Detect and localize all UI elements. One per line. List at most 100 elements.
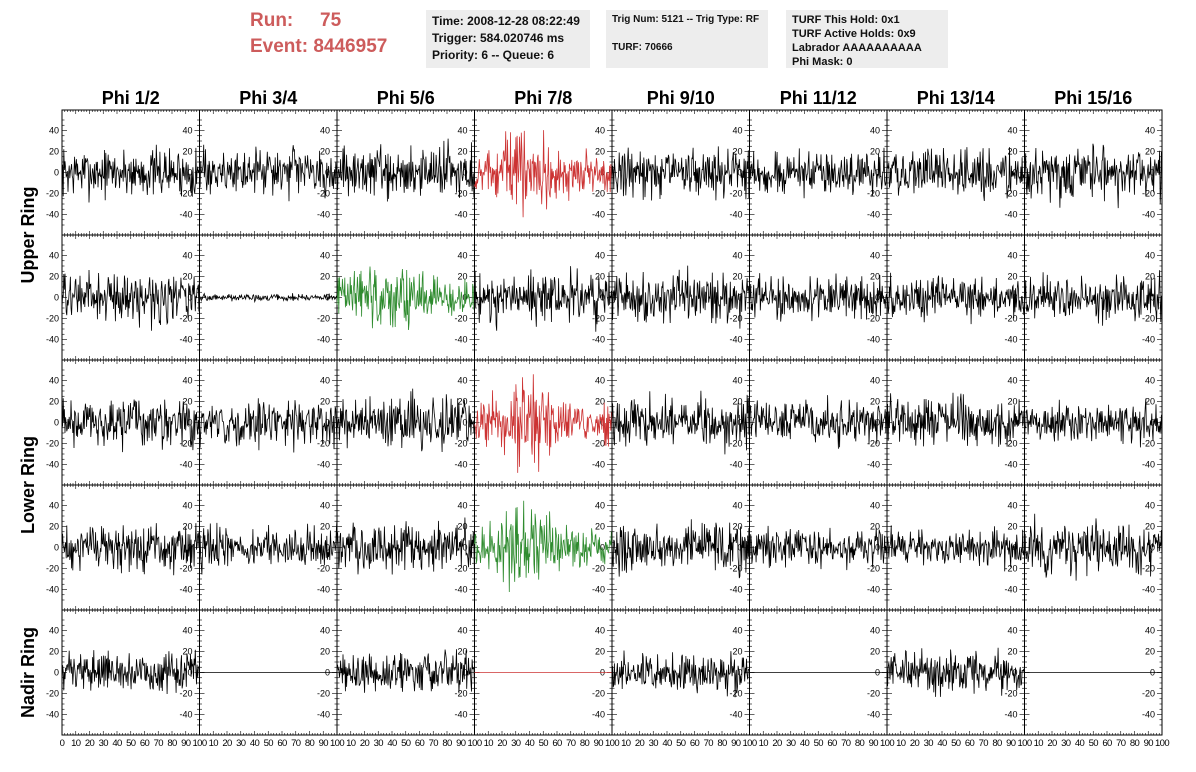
y-tick-label-right: -40 — [1004, 210, 1017, 220]
run-value: 75 — [320, 10, 342, 31]
y-tick-label-right: 40 — [457, 376, 467, 386]
y-tick-label-right: 40 — [870, 126, 880, 136]
y-tick-label-right: -20 — [1142, 439, 1155, 449]
y-tick-label-left: -40 — [46, 335, 59, 345]
y-tick-label-right: 20 — [1007, 147, 1017, 157]
y-tick-label-right: 40 — [732, 376, 742, 386]
labrador-text: Labrador AAAAAAAAAA — [792, 42, 922, 54]
y-tick-label-right: 40 — [732, 251, 742, 261]
y-tick-label-right: -20 — [729, 439, 742, 449]
turf-text: TURF: 70666 — [612, 42, 673, 53]
y-tick-label-right: 40 — [870, 376, 880, 386]
y-tick-label-right: -40 — [1004, 335, 1017, 345]
waveform-trace-2-6 — [749, 273, 888, 322]
y-tick-label-right: 40 — [182, 376, 192, 386]
y-tick-label-left: 20 — [49, 522, 59, 532]
y-tick-label-right: -20 — [317, 189, 330, 199]
waveform-trace-2-5 — [611, 265, 750, 329]
y-tick-label-left: 0 — [54, 418, 59, 428]
y-tick-label-right: 40 — [595, 501, 605, 511]
y-tick-label-right: 20 — [320, 147, 330, 157]
y-tick-label-right: -20 — [317, 314, 330, 324]
y-tick-label-right: 20 — [870, 397, 880, 407]
y-tick-label-left: 0 — [54, 293, 59, 303]
y-tick-label-right: 20 — [732, 397, 742, 407]
y-tick-label-right: -40 — [592, 585, 605, 595]
ring-label-1: Upper Ring — [18, 187, 38, 284]
y-tick-label-right: 40 — [1145, 376, 1155, 386]
y-tick-label-right: -40 — [317, 585, 330, 595]
y-tick-label-right: 20 — [870, 272, 880, 282]
y-tick-label-right: 20 — [595, 397, 605, 407]
y-tick-label-right: -20 — [867, 314, 880, 324]
y-tick-label-right: -20 — [1004, 564, 1017, 574]
y-tick-label-right: 20 — [870, 147, 880, 157]
y-tick-label-right: -40 — [729, 585, 742, 595]
run-label: Run: — [250, 10, 294, 31]
waveform-trace-3-5 — [611, 390, 750, 455]
y-tick-label-right: -40 — [1142, 210, 1155, 220]
y-tick-label-right: -40 — [729, 460, 742, 470]
turf-info-box: TURF This Hold: 0x1 TURF Active Holds: 0… — [786, 10, 948, 68]
y-tick-label-right: -20 — [729, 564, 742, 574]
y-tick-label-right: -20 — [317, 564, 330, 574]
y-tick-label-right: 20 — [1145, 147, 1155, 157]
y-tick-label-right: 40 — [1145, 126, 1155, 136]
ring-label-3: Nadir Ring — [18, 627, 38, 718]
y-tick-label-right: -40 — [317, 335, 330, 345]
y-tick-label-right: -20 — [1004, 439, 1017, 449]
column-header-2: Phi 3/4 — [239, 88, 297, 108]
y-tick-label-right: 40 — [595, 251, 605, 261]
y-tick-label-right: -40 — [317, 460, 330, 470]
y-tick-label-right: -40 — [592, 210, 605, 220]
turf-this-hold-text: TURF This Hold: 0x1 — [792, 14, 900, 26]
y-tick-label-left: 40 — [49, 501, 59, 511]
y-tick-label-right: 0 — [462, 543, 467, 553]
y-tick-label-right: -40 — [1142, 585, 1155, 595]
y-tick-label-right: 20 — [457, 522, 467, 532]
waveform-trace-3-7 — [886, 392, 1025, 447]
y-tick-label-left: 20 — [49, 272, 59, 282]
y-tick-label-right: -20 — [179, 564, 192, 574]
y-tick-label-right: -20 — [179, 314, 192, 324]
y-tick-label-right: 20 — [320, 397, 330, 407]
event-value: 8446957 — [313, 36, 388, 57]
waveform-trace-2-7 — [886, 272, 1025, 325]
waveform-trace-4-8 — [1024, 513, 1163, 581]
column-header-5: Phi 9/10 — [647, 88, 715, 108]
waveform-trace-3-1 — [61, 398, 200, 453]
waveform-trace-2-3 — [336, 266, 475, 331]
waveform-trace-4-3 — [336, 517, 475, 576]
y-tick-label-right: -20 — [592, 439, 605, 449]
y-tick-label-right: -20 — [867, 564, 880, 574]
y-tick-label-right: -20 — [454, 314, 467, 324]
y-tick-label-right: -40 — [179, 585, 192, 595]
y-tick-label-right: 20 — [595, 522, 605, 532]
y-tick-label-right: -20 — [317, 439, 330, 449]
y-tick-label-right: -20 — [867, 439, 880, 449]
waveform-trace-1-5 — [611, 146, 750, 201]
y-tick-label-right: 20 — [457, 147, 467, 157]
y-tick-label-right: -20 — [179, 189, 192, 199]
column-header-8: Phi 15/16 — [1054, 88, 1132, 108]
y-tick-label-right: -20 — [454, 439, 467, 449]
y-tick-label-right: -40 — [454, 335, 467, 345]
y-tick-label-right: 40 — [1007, 376, 1017, 386]
y-tick-label-left: -40 — [46, 210, 59, 220]
y-tick-label-right: 20 — [1145, 272, 1155, 282]
y-tick-label-right: -20 — [592, 564, 605, 574]
y-tick-label-right: -40 — [179, 460, 192, 470]
column-header-6: Phi 11/12 — [780, 88, 857, 108]
waveform-trace-1-4 — [474, 130, 613, 218]
y-tick-label-right: -40 — [592, 460, 605, 470]
y-tick-label-right: -40 — [317, 210, 330, 220]
y-tick-label-right: 40 — [457, 501, 467, 511]
run-event-box: Run: 75 Event: 8446957 — [250, 8, 420, 64]
waveform-trace-2-4 — [474, 266, 613, 332]
waveform-trace-4-2 — [199, 519, 338, 575]
y-tick-label-right: 40 — [182, 126, 192, 136]
y-tick-label-left: 20 — [49, 397, 59, 407]
column-header-4: Phi 7/8 — [514, 88, 572, 108]
event-label: Event: — [250, 36, 309, 57]
waveform-trace-3-8 — [1024, 398, 1163, 448]
